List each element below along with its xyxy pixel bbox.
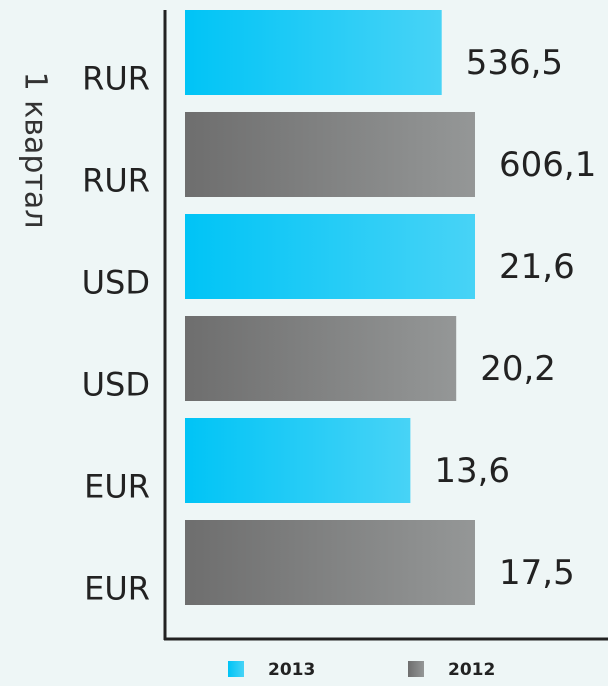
legend-swatch [228,661,244,677]
legend-label: 2013 [268,660,315,680]
bar [185,520,475,605]
category-label: USD [82,366,150,404]
value-label: 20,2 [480,349,556,389]
value-label: 13,6 [434,451,510,491]
value-label: 606,1 [499,145,596,185]
bar [185,112,475,197]
legend-swatch [408,661,424,677]
bar [185,316,457,401]
bar [185,10,442,95]
category-label: USD [82,264,150,302]
category-label: EUR [84,468,150,506]
category-label: RUR [82,162,150,200]
value-label: 17,5 [499,553,575,593]
value-label: 21,6 [499,247,575,287]
value-label: 536,5 [466,43,563,83]
bar [185,418,411,503]
legend-label: 2012 [448,660,495,680]
axis-label: 1 квартал [18,72,53,229]
category-label: EUR [84,570,150,608]
category-label: RUR [82,60,150,98]
bar [185,214,475,299]
